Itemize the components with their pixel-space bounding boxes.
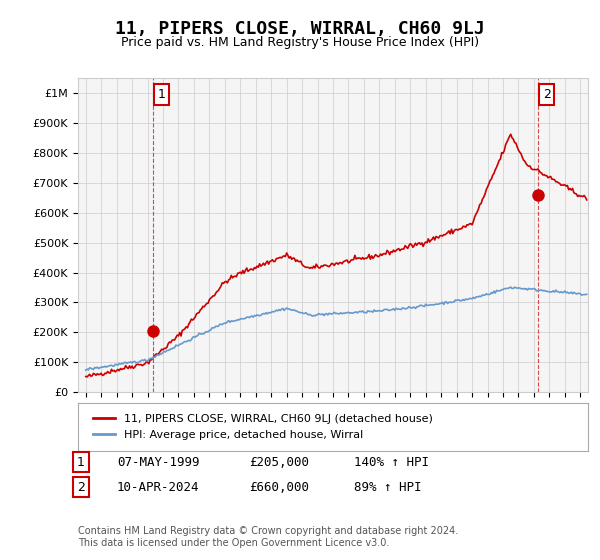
- Text: 140% ↑ HPI: 140% ↑ HPI: [354, 455, 429, 469]
- Text: 1: 1: [77, 455, 85, 469]
- Text: Contains HM Land Registry data © Crown copyright and database right 2024.
This d: Contains HM Land Registry data © Crown c…: [78, 526, 458, 548]
- Text: 89% ↑ HPI: 89% ↑ HPI: [354, 480, 421, 494]
- Text: 11, PIPERS CLOSE, WIRRAL, CH60 9LJ: 11, PIPERS CLOSE, WIRRAL, CH60 9LJ: [115, 20, 485, 38]
- Text: 10-APR-2024: 10-APR-2024: [117, 480, 199, 494]
- Text: 2: 2: [543, 88, 551, 101]
- Text: £660,000: £660,000: [249, 480, 309, 494]
- Text: Price paid vs. HM Land Registry's House Price Index (HPI): Price paid vs. HM Land Registry's House …: [121, 36, 479, 49]
- Legend: 11, PIPERS CLOSE, WIRRAL, CH60 9LJ (detached house), HPI: Average price, detache: 11, PIPERS CLOSE, WIRRAL, CH60 9LJ (deta…: [89, 410, 437, 444]
- Text: 07-MAY-1999: 07-MAY-1999: [117, 455, 199, 469]
- Text: £205,000: £205,000: [249, 455, 309, 469]
- Text: 2: 2: [77, 480, 85, 494]
- Text: 1: 1: [158, 88, 166, 101]
